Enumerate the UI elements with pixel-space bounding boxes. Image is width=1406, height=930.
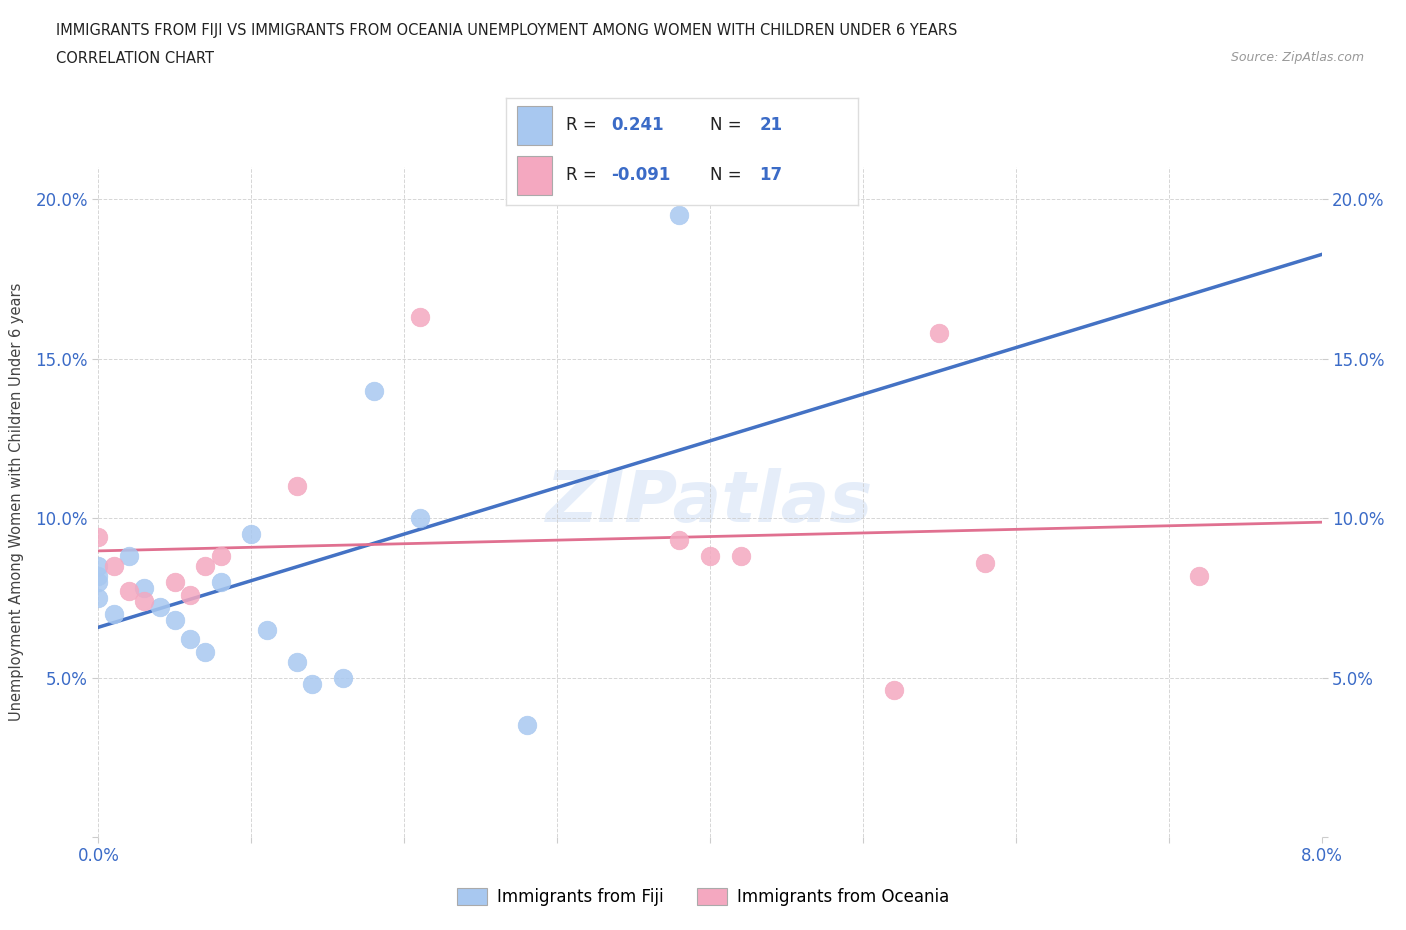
Point	[87, 575, 110, 590]
Point	[883, 683, 905, 698]
Point	[668, 533, 690, 548]
Point	[194, 559, 217, 574]
Text: IMMIGRANTS FROM FIJI VS IMMIGRANTS FROM OCEANIA UNEMPLOYMENT AMONG WOMEN WITH CH: IMMIGRANTS FROM FIJI VS IMMIGRANTS FROM …	[56, 23, 957, 38]
Text: 0.241: 0.241	[612, 116, 664, 135]
Point	[194, 644, 217, 659]
Point	[1188, 568, 1211, 583]
Text: ZIPatlas: ZIPatlas	[547, 468, 873, 537]
Point	[103, 559, 125, 574]
Point	[134, 593, 156, 608]
Point	[974, 555, 997, 570]
Y-axis label: Unemployment Among Women with Children Under 6 years: Unemployment Among Women with Children U…	[10, 283, 24, 722]
Point	[408, 511, 430, 525]
Text: CORRELATION CHART: CORRELATION CHART	[56, 51, 214, 66]
Point	[408, 310, 430, 325]
Point	[134, 581, 156, 596]
Point	[87, 591, 110, 605]
Point	[285, 654, 308, 669]
Point	[699, 549, 721, 564]
Point	[301, 676, 323, 691]
Point	[332, 671, 354, 685]
Text: 17: 17	[759, 166, 782, 183]
FancyBboxPatch shape	[517, 156, 551, 195]
Point	[87, 530, 110, 545]
Text: Source: ZipAtlas.com: Source: ZipAtlas.com	[1230, 51, 1364, 64]
Text: N =: N =	[710, 116, 747, 135]
Point	[363, 383, 385, 398]
Point	[256, 622, 278, 637]
Point	[209, 549, 232, 564]
Point	[179, 631, 201, 646]
Text: 21: 21	[759, 116, 782, 135]
Point	[103, 606, 125, 621]
Point	[163, 613, 186, 628]
Point	[87, 559, 110, 574]
Text: R =: R =	[565, 116, 602, 135]
Point	[163, 575, 186, 590]
Text: N =: N =	[710, 166, 747, 183]
Point	[240, 526, 263, 541]
Text: -0.091: -0.091	[612, 166, 671, 183]
Point	[118, 584, 141, 599]
FancyBboxPatch shape	[517, 106, 551, 145]
Legend: Immigrants from Fiji, Immigrants from Oceania: Immigrants from Fiji, Immigrants from Oc…	[450, 881, 956, 912]
Text: R =: R =	[565, 166, 602, 183]
Point	[149, 600, 172, 615]
Point	[118, 549, 141, 564]
Point	[928, 326, 950, 340]
Point	[209, 575, 232, 590]
Point	[668, 207, 690, 222]
Point	[285, 479, 308, 494]
Point	[516, 718, 538, 733]
Point	[730, 549, 752, 564]
Point	[179, 587, 201, 602]
Point	[87, 568, 110, 583]
